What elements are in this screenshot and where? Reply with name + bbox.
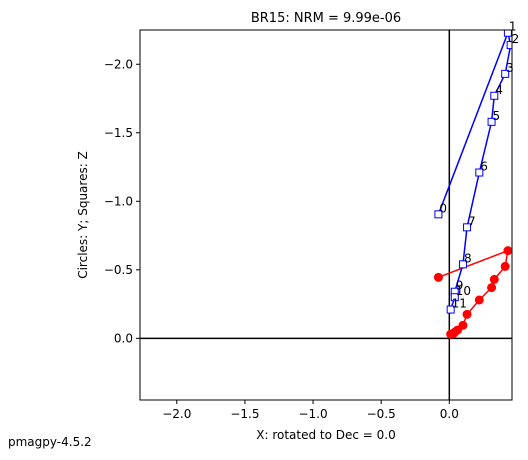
point <box>475 168 484 177</box>
point-label: 7 <box>468 214 476 228</box>
y-tick-label: −1.0 <box>104 194 133 208</box>
point <box>446 305 455 314</box>
y-tick-label: 0.0 <box>114 331 133 345</box>
point <box>503 246 512 256</box>
x-tick-label: −1.5 <box>230 407 259 421</box>
x-axis-label: X: rotated to Dec = 0.0 <box>256 428 396 442</box>
point <box>501 69 510 78</box>
point-label: 11 <box>452 297 467 311</box>
plot-frame <box>139 29 513 401</box>
point-label: 8 <box>464 251 472 265</box>
point <box>450 293 459 302</box>
point-label: 0 <box>439 201 447 215</box>
point <box>474 295 484 305</box>
point <box>487 283 497 293</box>
x-tick-label: 0.0 <box>440 407 459 421</box>
x-tick-label: −2.0 <box>162 407 191 421</box>
point <box>433 272 443 282</box>
point <box>506 41 512 50</box>
y-tick-label: −1.5 <box>104 126 133 140</box>
point-label: 4 <box>495 83 503 97</box>
point-label: 1 <box>509 20 517 34</box>
point-label: 9 <box>456 279 464 293</box>
chart-title: BR15: NRM = 9.99e-06 <box>251 11 401 26</box>
point-label: 2 <box>512 32 520 46</box>
point <box>463 223 472 232</box>
point <box>489 274 499 284</box>
point <box>446 329 456 339</box>
x-tick-label: −0.5 <box>367 407 396 421</box>
y-tick-label: −0.5 <box>104 263 133 277</box>
point <box>434 210 443 219</box>
x-tick-label: −1.0 <box>298 407 327 421</box>
point-label: 6 <box>480 160 488 174</box>
footer: pmagpy-4.5.2 <box>8 435 92 449</box>
point-label: 10 <box>456 284 471 298</box>
plot-area <box>433 30 512 339</box>
y-axis-label: Circles: Y; Squares: Z <box>76 151 90 279</box>
point <box>490 91 499 100</box>
point <box>487 117 496 126</box>
point <box>500 261 510 271</box>
point <box>462 309 472 319</box>
point-label: 3 <box>506 61 514 75</box>
point-label: 5 <box>493 109 501 123</box>
point <box>503 30 512 37</box>
point <box>458 260 467 269</box>
y-tick-label: −2.0 <box>104 57 133 71</box>
